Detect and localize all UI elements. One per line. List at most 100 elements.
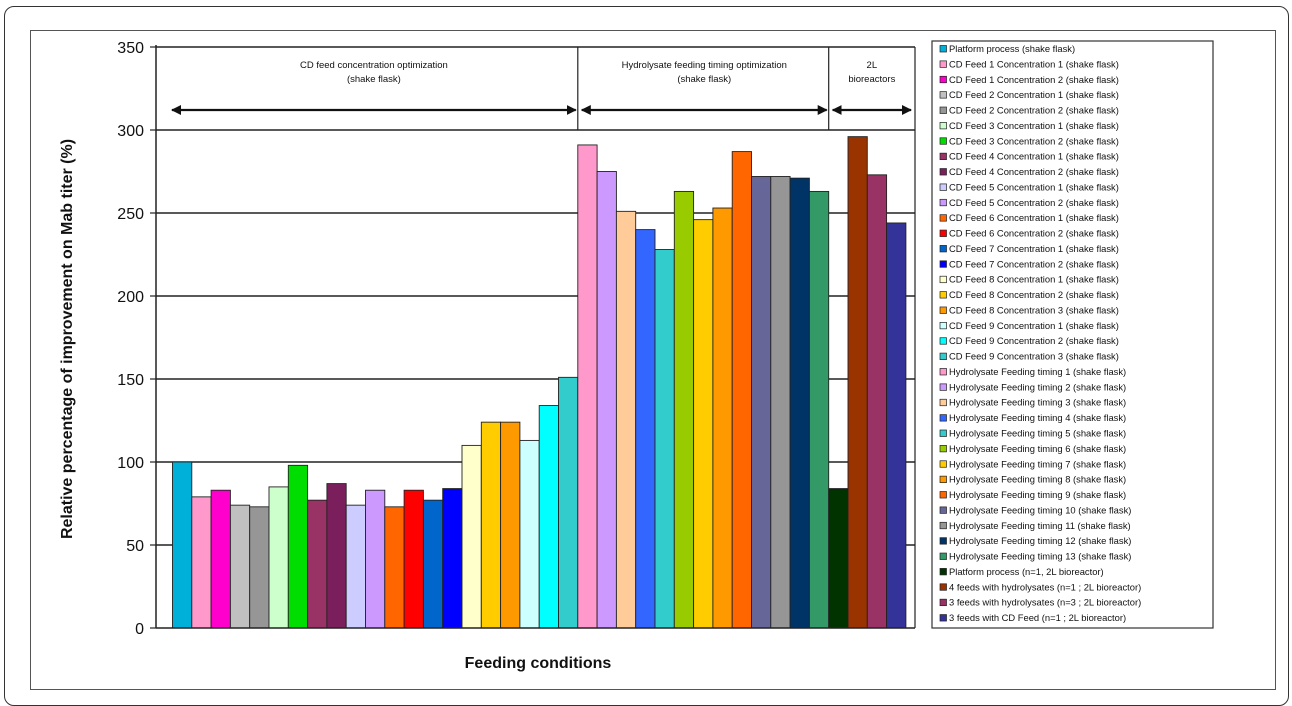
x-axis-label: Feeding conditions xyxy=(465,655,612,672)
legend-swatch xyxy=(939,183,947,191)
y-tick-label: 300 xyxy=(117,123,144,140)
legend-label: CD Feed 9 Concentration 1 (shake flask) xyxy=(949,320,1119,331)
legend-label: Hydrolysate Feeding timing 7 (shake flas… xyxy=(949,458,1126,469)
legend-label: Platform process (shake flask) xyxy=(949,43,1075,54)
legend-label: Hydrolysate Feeding timing 5 (shake flas… xyxy=(949,428,1126,439)
y-tick-label: 0 xyxy=(135,621,144,638)
legend-swatch xyxy=(939,583,947,591)
legend-label: 3 feeds with CD Feed (n=1 ; 2L bioreacto… xyxy=(949,612,1126,623)
bar xyxy=(596,171,617,629)
bar xyxy=(866,174,888,629)
legend-swatch xyxy=(939,291,947,299)
y-tick-label: 350 xyxy=(117,40,144,57)
bar xyxy=(287,464,309,629)
legend-swatch xyxy=(939,491,947,499)
bar xyxy=(828,488,849,629)
bar xyxy=(307,499,328,629)
legend-label: CD Feed 4 Concentration 1 (shake flask) xyxy=(949,151,1119,162)
bar xyxy=(172,461,193,629)
legend-swatch xyxy=(939,614,947,622)
annotation-label: (shake flask) xyxy=(677,74,731,85)
legend-swatch xyxy=(939,60,947,68)
legend-swatch xyxy=(939,214,947,222)
annotation-label: 2L xyxy=(867,60,878,71)
bar xyxy=(808,190,830,629)
legend-label: Hydrolysate Feeding timing 1 (shake flas… xyxy=(949,366,1126,377)
bar xyxy=(191,496,212,629)
legend-swatch xyxy=(939,91,947,99)
bar xyxy=(229,504,251,629)
bar xyxy=(480,421,502,629)
legend-label: 3 feeds with hydrolysates (n=3 ; 2L bior… xyxy=(949,597,1141,608)
y-tick-label: 50 xyxy=(126,538,144,555)
legend-swatch xyxy=(939,398,947,407)
legend-label: Hydrolysate Feeding timing 3 (shake flas… xyxy=(949,397,1126,408)
legend-label: Platform process (n=1, 2L bioreactor) xyxy=(949,566,1104,577)
legend-label: CD Feed 6 Concentration 2 (shake flask) xyxy=(949,228,1119,239)
legend-swatch xyxy=(939,45,947,53)
annotation-label: (shake flask) xyxy=(347,74,401,85)
annotation-label: bioreactors xyxy=(848,74,895,85)
bar xyxy=(538,405,559,629)
legend-label: CD Feed 9 Concentration 2 (shake flask) xyxy=(949,335,1119,346)
bar xyxy=(422,499,444,629)
legend-box xyxy=(931,40,1214,629)
legend-label: CD Feed 1 Concentration 1 (shake flask) xyxy=(949,58,1119,69)
legend-label: Hydrolysate Feeding timing 10 (shake fla… xyxy=(949,504,1131,515)
y-tick-label: 100 xyxy=(117,455,144,472)
legend-label: Hydrolysate Feeding timing 2 (shake flas… xyxy=(949,381,1126,392)
legend-label: CD Feed 4 Concentration 2 (shake flask) xyxy=(949,166,1119,177)
legend-swatch xyxy=(939,598,947,607)
legend-label: Hydrolysate Feeding timing 6 (shake flas… xyxy=(949,443,1126,454)
bar xyxy=(558,376,579,629)
legend-swatch xyxy=(939,475,947,483)
legend-swatch xyxy=(939,429,947,437)
legend-label: CD Feed 7 Concentration 1 (shake flask) xyxy=(949,243,1119,254)
axes xyxy=(155,45,916,629)
annotation-label: CD feed concentration optimization xyxy=(300,60,448,71)
legend-label: CD Feed 8 Concentration 3 (shake flask) xyxy=(949,304,1119,315)
bar xyxy=(249,506,270,629)
legend-swatch xyxy=(939,275,947,284)
legend-swatch xyxy=(939,168,947,176)
y-tick-label: 200 xyxy=(117,289,144,306)
bar xyxy=(500,421,521,629)
legend-label: CD Feed 9 Concentration 3 (shake flask) xyxy=(949,351,1119,362)
bar xyxy=(615,210,637,629)
bar xyxy=(442,488,463,629)
legend-swatch xyxy=(939,106,947,114)
legend-swatch xyxy=(939,337,947,345)
legend-swatch xyxy=(939,368,947,376)
legend-swatch xyxy=(939,521,947,530)
bar xyxy=(577,144,598,629)
legend-label: CD Feed 1 Concentration 2 (shake flask) xyxy=(949,74,1119,85)
legend-label: CD Feed 6 Concentration 1 (shake flask) xyxy=(949,212,1119,223)
legend-swatch xyxy=(939,198,947,207)
bar xyxy=(345,504,366,629)
legend-label: Hydrolysate Feeding timing 11 (shake fla… xyxy=(949,520,1131,531)
legend-swatch xyxy=(939,321,947,330)
legend-swatch xyxy=(939,152,947,161)
bar xyxy=(384,506,405,629)
y-tick-label: 250 xyxy=(117,206,144,223)
bars xyxy=(172,136,907,629)
bar xyxy=(712,207,733,629)
bar xyxy=(693,219,714,629)
bar xyxy=(751,176,772,629)
bar xyxy=(789,177,810,629)
y-tick-label: 150 xyxy=(117,372,144,389)
legend-label: CD Feed 2 Concentration 1 (shake flask) xyxy=(949,89,1119,100)
legend-swatch xyxy=(939,245,947,253)
bar xyxy=(847,136,868,629)
legend-label: CD Feed 8 Concentration 2 (shake flask) xyxy=(949,289,1119,300)
legend-swatch xyxy=(939,460,947,468)
bar xyxy=(519,439,540,629)
bar xyxy=(673,190,695,629)
legend-swatch xyxy=(939,506,947,514)
legend-swatch xyxy=(939,229,947,237)
legend-label: CD Feed 2 Concentration 2 (shake flask) xyxy=(949,105,1119,116)
legend-label: Hydrolysate Feeding timing 4 (shake flas… xyxy=(949,412,1126,423)
legend-swatch xyxy=(939,75,947,84)
bar xyxy=(210,489,231,629)
legend-label: CD Feed 3 Concentration 2 (shake flask) xyxy=(949,135,1119,146)
